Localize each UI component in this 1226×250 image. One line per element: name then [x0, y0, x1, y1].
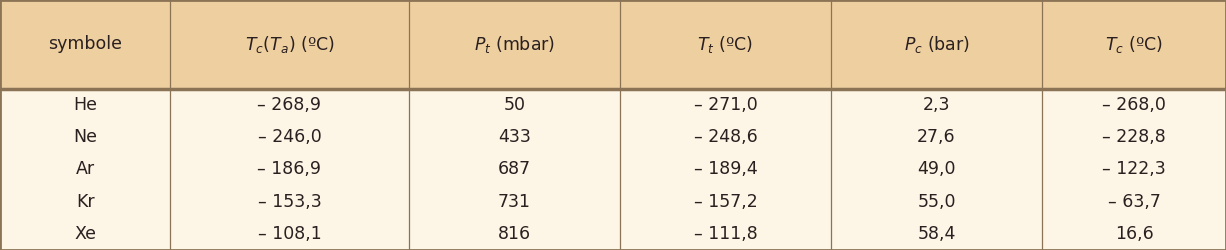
Text: Ar: Ar — [76, 160, 94, 178]
Text: – 122,3: – 122,3 — [1102, 160, 1166, 178]
Bar — [0, 89, 1226, 250]
Text: $\mathit{T_t}$ (ºC): $\mathit{T_t}$ (ºC) — [698, 34, 753, 55]
Text: 49,0: 49,0 — [917, 160, 956, 178]
Text: Kr: Kr — [76, 192, 94, 210]
Text: 731: 731 — [498, 192, 531, 210]
Text: $\mathit{T_c}$ (ºC): $\mathit{T_c}$ (ºC) — [1105, 34, 1163, 55]
Text: – 108,1: – 108,1 — [257, 225, 321, 243]
Text: $\mathit{P_t}$ (mbar): $\mathit{P_t}$ (mbar) — [473, 34, 555, 55]
Text: Xe: Xe — [74, 225, 96, 243]
Text: 2,3: 2,3 — [923, 96, 950, 114]
Text: 433: 433 — [498, 128, 531, 146]
Text: 816: 816 — [498, 225, 531, 243]
Text: – 111,8: – 111,8 — [694, 225, 758, 243]
Text: – 228,8: – 228,8 — [1102, 128, 1166, 146]
Text: $\mathit{P_c}$ (bar): $\mathit{P_c}$ (bar) — [904, 34, 970, 55]
Text: – 248,6: – 248,6 — [694, 128, 758, 146]
Text: 50: 50 — [503, 96, 525, 114]
Text: symbole: symbole — [48, 35, 123, 54]
Text: – 246,0: – 246,0 — [257, 128, 321, 146]
Text: 687: 687 — [498, 160, 531, 178]
Text: – 268,0: – 268,0 — [1102, 96, 1166, 114]
Text: – 63,7: – 63,7 — [1107, 192, 1161, 210]
Text: – 271,0: – 271,0 — [694, 96, 758, 114]
Text: $\mathit{T_c}$($\mathit{T_a}$) (ºC): $\mathit{T_c}$($\mathit{T_a}$) (ºC) — [244, 34, 335, 55]
Text: – 189,4: – 189,4 — [694, 160, 758, 178]
Text: 55,0: 55,0 — [917, 192, 956, 210]
Text: 16,6: 16,6 — [1114, 225, 1154, 243]
Text: – 186,9: – 186,9 — [257, 160, 321, 178]
Text: – 157,2: – 157,2 — [694, 192, 758, 210]
Text: – 153,3: – 153,3 — [257, 192, 321, 210]
Text: – 268,9: – 268,9 — [257, 96, 321, 114]
Text: Ne: Ne — [74, 128, 97, 146]
Text: 58,4: 58,4 — [917, 225, 956, 243]
Text: He: He — [74, 96, 97, 114]
Bar — [0, 0, 1226, 89]
Text: 27,6: 27,6 — [917, 128, 956, 146]
